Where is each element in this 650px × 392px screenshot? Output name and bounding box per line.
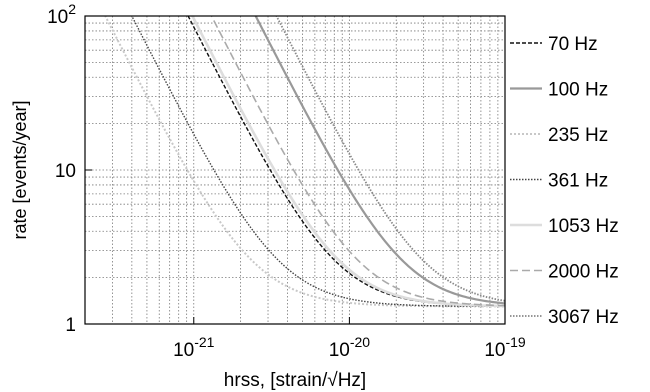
- y-tick-label: 1: [65, 315, 76, 336]
- legend-label: 70 Hz: [548, 34, 598, 55]
- x-tick-label: 10-19: [484, 334, 526, 361]
- y-tick-label: 10: [55, 161, 76, 182]
- series-line: [131, 16, 505, 308]
- legend-label: 100 Hz: [548, 80, 608, 101]
- series-line: [275, 16, 505, 302]
- series-line: [190, 16, 505, 308]
- x-tick-label: 10-21: [173, 334, 215, 361]
- legend-label: 2000 Hz: [548, 262, 619, 283]
- x-axis-ticks: 10-21 10-20 10-19: [173, 317, 526, 361]
- series-line: [254, 16, 505, 305]
- series-line: [187, 16, 505, 307]
- legend-label: 1053 Hz: [548, 216, 619, 237]
- series-group: [104, 16, 505, 308]
- legend-label: 235 Hz: [548, 125, 608, 146]
- legend-label: 3067 Hz: [548, 307, 619, 328]
- series-line: [210, 16, 505, 307]
- y-tick-label: 102: [47, 1, 76, 28]
- y-axis-label: rate [events/year]: [10, 100, 30, 239]
- x-tick-label: 10-20: [329, 334, 371, 361]
- major-grid: [85, 16, 505, 324]
- y-axis-ticks: 1 10 102: [47, 1, 92, 336]
- x-axis-label: hrss, [strain/√Hz]: [224, 370, 366, 391]
- legend: 70 Hz 100 Hz 235 Hz 361 Hz 1053 Hz 2000 Hz 306…: [510, 34, 619, 328]
- legend-label: 361 Hz: [548, 171, 608, 192]
- series-line: [104, 16, 505, 308]
